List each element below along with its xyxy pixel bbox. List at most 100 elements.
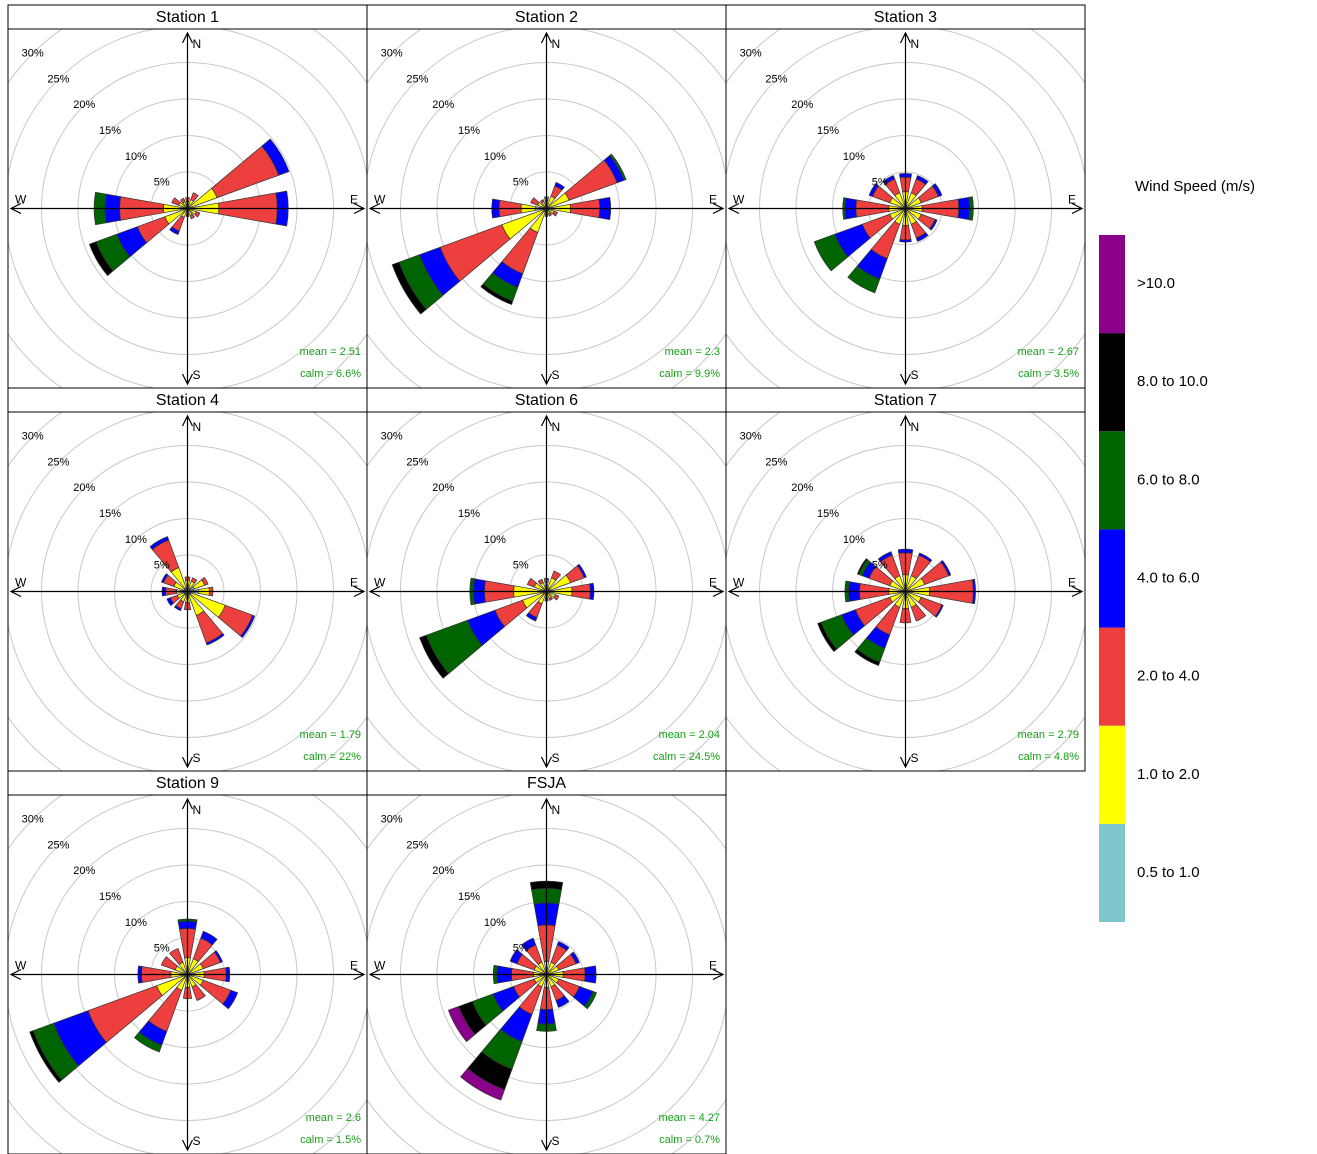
compass-label: W [374,576,386,590]
legend-swatch [1099,431,1125,530]
petal-segment [857,558,868,575]
ring-label: 20% [73,99,95,111]
legend-title: Wind Speed (m/s) [1135,178,1255,195]
petal-segment [931,183,943,197]
legend-label: 1.0 to 2.0 [1137,766,1200,783]
petal-segment [847,265,881,294]
ring-label: 30% [381,431,403,443]
petal-segment [171,197,181,206]
petal-segment [419,634,450,679]
compass-label: W [15,193,27,207]
ring-label: 30% [381,48,403,60]
compass-label: E [350,193,358,207]
petal-segment [200,930,218,946]
compass-axes [727,414,1084,769]
ring-label: 25% [47,73,69,85]
compass-label: N [193,37,202,51]
ring-label: 5% [513,560,529,572]
compass-label: E [1068,576,1076,590]
plot-area: N E S W 5% 10% 15% 20% 25% 30% mean = 4.27 calm = 0… [367,795,726,1154]
ring-label: 20% [432,99,454,111]
calm-label: calm = 4.8% [1018,751,1079,763]
petal-segment [551,570,562,581]
compass-label: N [552,420,561,434]
petal-segment [877,551,893,563]
petal-segment [530,197,540,206]
petal-segment [240,614,256,638]
arrow [727,31,1084,386]
petal-segment [929,218,938,231]
mean-label: mean = 2.67 [1018,346,1079,358]
ring-label: 5% [154,560,170,572]
compass-label: W [733,193,745,207]
grid-ring [8,29,367,388]
ring-label: 25% [406,839,428,851]
ring-label: 15% [99,891,121,903]
petal-segment [189,213,196,220]
calm-label: calm = 3.5% [1018,368,1079,380]
petal-segment [910,603,927,622]
compass-label: N [193,420,202,434]
petal-segment [200,576,209,586]
compass-label: S [911,751,919,765]
petal-segment [555,995,570,1008]
wind-rose-panel: N E S W 5% 10% 15% 20% 25% 30% mean = 2.04 calm = 2… [366,387,727,772]
legend-label: 4.0 to 6.0 [1137,569,1200,586]
mean-label: mean = 2.3 [665,346,720,358]
compass-label: E [1068,193,1076,207]
arrow [9,31,366,386]
petal-segment [521,937,537,951]
compass-label: N [911,420,920,434]
compass-axes [368,797,725,1152]
ring-label: 15% [458,891,480,903]
petal-segment [556,941,570,951]
arrow [9,797,366,1152]
ring-label: 25% [406,456,428,468]
ring-label: 25% [47,456,69,468]
mean-label: mean = 1.79 [300,729,361,741]
petal-segment [169,947,184,965]
petal-segment [88,241,114,277]
calm-label: calm = 1.5% [300,1134,361,1146]
legend-label: 8.0 to 10.0 [1137,373,1208,390]
ring-label: 25% [406,73,428,85]
petal-segment [173,604,182,612]
plot-area: N E S W 5% 10% 15% 20% 25% 30% mean = 2.67 calm = 3… [726,29,1085,388]
petal-segment [570,951,580,965]
ring-label: 30% [22,48,44,60]
ring-label: 30% [740,431,762,443]
panel-title: Station 9 [156,775,219,792]
mean-label: mean = 2.6 [306,1112,361,1124]
legend-swatch [1099,529,1125,628]
arrow [368,31,725,386]
arrow [9,414,366,769]
ring-label: 30% [22,814,44,826]
petal-segment [548,596,554,601]
ring-label: 15% [99,125,121,137]
petal-segment [525,612,538,622]
wind-rose-panel: N E S W 5% 10% 15% 20% 25% 30% mean = 4.27 calm = 0… [366,770,727,1154]
petal-segment [205,632,225,646]
ring-label: 20% [432,482,454,494]
petal-segment [918,552,933,563]
compass-label: S [552,751,560,765]
ring-label: 5% [513,177,529,189]
petal-segment [391,261,427,315]
calm-label: calm = 22% [303,751,361,763]
petal-segment [526,577,537,588]
panel-frame [725,387,1086,772]
legend-label: 6.0 to 8.0 [1137,471,1200,488]
compass-label: W [15,576,27,590]
wind-rose-panel: N E S W 5% 10% 15% 20% 25% 30% mean = 2.79 calm = 4… [725,387,1086,772]
petal-segment [934,604,944,618]
ring-label: 15% [817,508,839,520]
plot-area: N E S W 5% 10% 15% 20% 25% 30% mean = 1.79 calm = 2… [8,412,367,771]
compass-label: W [374,193,386,207]
plot-area: N E S W 5% 10% 15% 20% 25% 30% mean = 2.79 calm = 4… [726,412,1085,771]
petal-segment [190,577,198,584]
petal-segment [868,183,880,197]
legend-label: >10.0 [1137,275,1175,292]
petal-segment [553,594,560,601]
ring-label: 15% [458,508,480,520]
